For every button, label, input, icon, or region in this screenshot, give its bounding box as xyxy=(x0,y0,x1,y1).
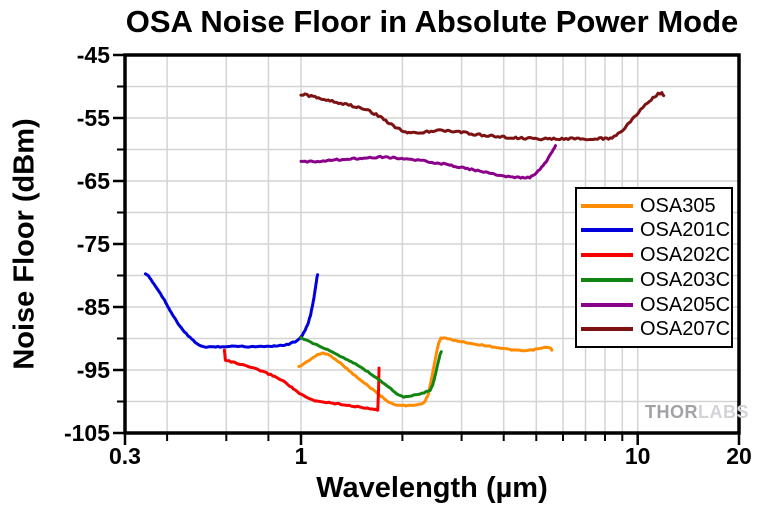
legend-swatch-osa202c xyxy=(581,253,633,258)
legend-label: OSA305 xyxy=(640,194,716,217)
y-tick-label: -75 xyxy=(77,231,110,257)
y-tick-label: -45 xyxy=(77,42,110,68)
y-tick-label: -55 xyxy=(77,105,110,131)
legend-swatch-osa201c xyxy=(581,228,633,233)
legend-item-osa203c: OSA203C xyxy=(581,270,731,290)
curve-osa305 xyxy=(297,336,554,408)
x-tick-label: 20 xyxy=(726,443,752,469)
thorlabs-watermark: THORLABS xyxy=(645,402,749,423)
legend-item-osa201c: OSA201C xyxy=(581,220,731,240)
x-tick-label: 10 xyxy=(625,443,651,469)
legend-label: OSA205C xyxy=(640,293,731,316)
legend-item-osa205c: OSA205C xyxy=(581,295,731,315)
legend-swatch-osa203c xyxy=(581,277,633,282)
plot-frame xyxy=(123,53,741,435)
curve-osa203c xyxy=(299,336,443,399)
y-tick-label: -85 xyxy=(77,294,110,320)
x-tick-label: 1 xyxy=(295,443,308,469)
y-tick-label: -105 xyxy=(64,420,110,446)
legend-swatch-osa305 xyxy=(581,203,633,208)
x-tick-label: 0.3 xyxy=(109,443,141,469)
curve-osa207c xyxy=(299,91,666,142)
y-tick-label: -65 xyxy=(77,168,110,194)
y-tick-label: -95 xyxy=(77,357,110,383)
curve-osa205c xyxy=(299,144,557,180)
x-axis-title: Wavelength (µm) xyxy=(316,472,548,504)
curve-osa201c xyxy=(143,272,320,349)
watermark-thor: THOR xyxy=(645,402,698,422)
legend-label: OSA201C xyxy=(640,219,731,242)
legend-item-osa305: OSA305 xyxy=(581,196,731,216)
legend-item-osa207c: OSA207C xyxy=(581,319,731,339)
axis-ticks xyxy=(113,53,741,445)
curve-osa202c xyxy=(222,348,381,412)
legend-item-osa202c: OSA202C xyxy=(581,245,731,265)
watermark-labs: LABS xyxy=(698,402,749,422)
legend-box: OSA305 OSA201C OSA202C OSA203C OSA205C O… xyxy=(575,187,733,348)
chart-title: OSA Noise Floor in Absolute Power Mode xyxy=(125,4,739,39)
legend-swatch-osa207c xyxy=(581,327,633,332)
legend-label: OSA202C xyxy=(640,244,731,267)
tick-labels: 0.3 1 10 20 -45 -55 -65 -75 -85 -95 -105 xyxy=(64,42,752,469)
legend-label: OSA203C xyxy=(640,268,731,291)
legend-swatch-osa205c xyxy=(581,302,633,307)
legend-label: OSA207C xyxy=(640,318,731,341)
